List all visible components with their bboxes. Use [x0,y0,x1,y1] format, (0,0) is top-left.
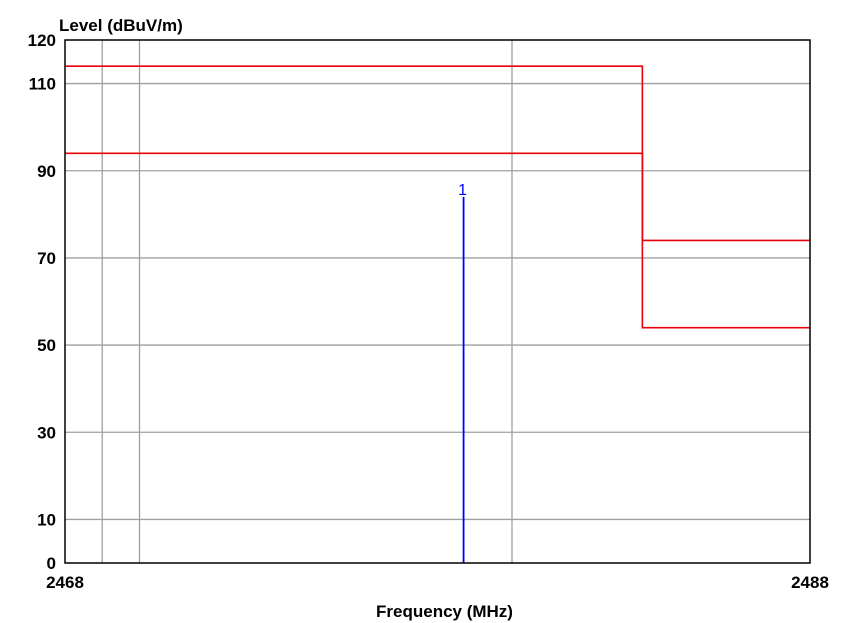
plot-frame [64,39,811,564]
limit-lines [65,65,810,329]
markers: 1 [458,182,467,563]
limit-line-2 [65,152,810,329]
y-tick-label: 30 [37,423,56,442]
y-tick-label: 50 [37,336,56,355]
x-axis-title: Frequency (MHz) [376,602,513,621]
y-tick-labels: 0 10 30 50 70 90 110 120 [28,31,56,573]
y-tick-label: 90 [37,162,56,181]
x-tick-label: 2468 [46,573,84,592]
y-tick-label: 10 [37,510,56,529]
x-tick-labels: 2468 2488 [46,573,829,592]
y-axis-title: Level (dBuV/m) [59,16,183,35]
y-tick-label: 110 [29,75,56,94]
y-tick-label: 120 [28,31,56,50]
y-tick-label: 0 [47,554,56,573]
grid-lines [65,40,810,563]
x-tick-label: 2488 [791,573,829,592]
marker-label: 1 [458,182,467,199]
y-tick-label: 70 [37,249,56,268]
